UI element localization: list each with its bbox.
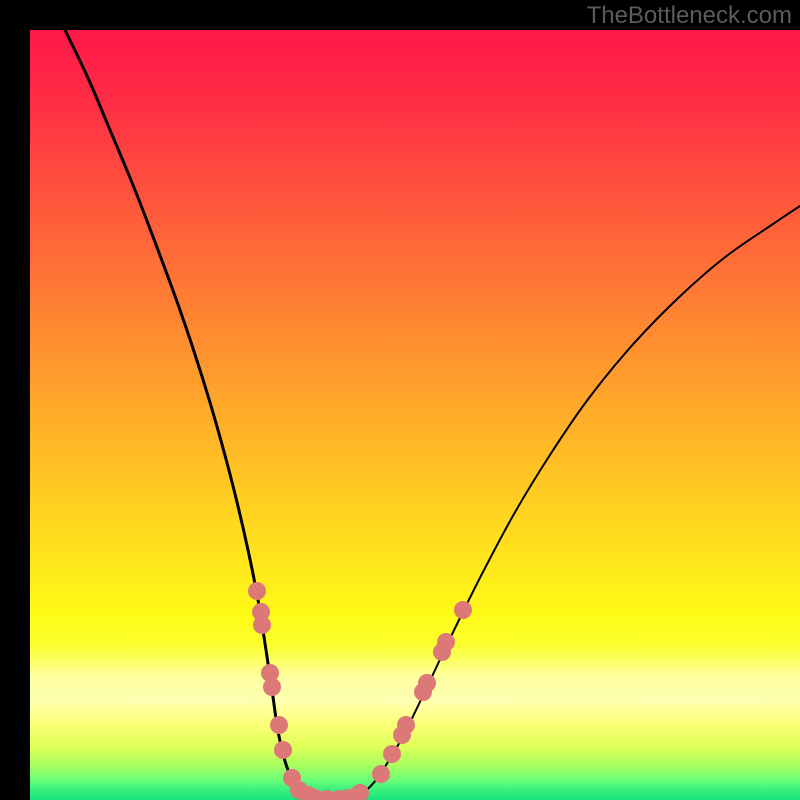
bottleneck-chart xyxy=(30,30,800,800)
curve-right-branch xyxy=(352,206,800,798)
data-point xyxy=(274,741,292,759)
data-point xyxy=(418,674,436,692)
data-point xyxy=(437,633,455,651)
data-point xyxy=(351,784,369,800)
data-point xyxy=(263,678,281,696)
data-markers xyxy=(248,582,472,800)
data-point xyxy=(372,765,390,783)
chart-plot-area xyxy=(30,30,800,800)
data-point xyxy=(454,601,472,619)
data-point xyxy=(248,582,266,600)
data-point xyxy=(270,716,288,734)
data-point xyxy=(253,616,271,634)
data-point xyxy=(383,745,401,763)
curve-left-branch xyxy=(65,30,318,798)
watermark-text: TheBottleneck.com xyxy=(587,2,792,30)
data-point xyxy=(397,716,415,734)
